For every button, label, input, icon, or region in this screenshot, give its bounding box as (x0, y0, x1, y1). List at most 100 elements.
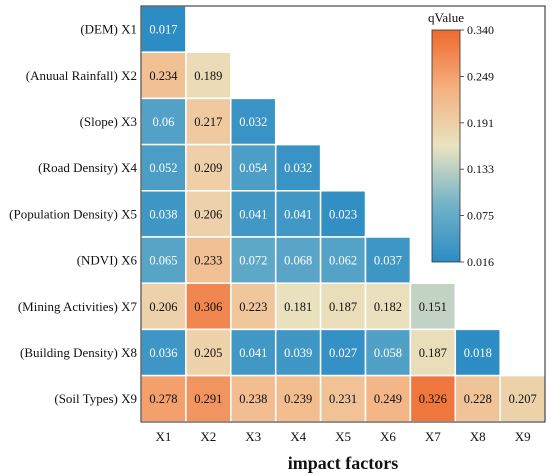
cell-value-label: 0.054 (239, 161, 268, 175)
cell-value-label: 0.278 (149, 392, 177, 406)
heatmap-cell (409, 328, 457, 377)
heatmap-cell (230, 374, 277, 423)
cell-value-label: 0.239 (284, 392, 312, 406)
cell-value-label: 0.291 (194, 392, 222, 406)
heatmap-cell (319, 236, 367, 284)
y-axis-labels: (DEM) X1 (Anuual Rainfall) X2 (Slope) X3 (R… (9, 22, 137, 407)
heatmap-cell (319, 190, 367, 238)
cell-value-label: 0.018 (464, 346, 492, 360)
cell-value-label: 0.234 (149, 69, 178, 83)
x-tick-label: X3 (245, 429, 261, 444)
cell-value-label: 0.032 (284, 161, 312, 175)
heatmap-cell (274, 143, 322, 192)
colorbar-tick-label: 0.075 (467, 209, 494, 223)
cell-value-label: 0.068 (284, 254, 312, 268)
y-tick-label: (Slope) X3 (80, 114, 137, 129)
colorbar-gradient (431, 29, 461, 263)
y-tick-label: (Mining Activities) X7 (18, 299, 138, 314)
y-tick-label: (DEM) X1 (80, 22, 137, 37)
cell-value-label: 0.205 (194, 346, 222, 360)
cell-value-label: 0.041 (239, 207, 267, 221)
cell-value-label: 0.182 (374, 300, 402, 314)
cell-value-label: 0.181 (284, 300, 312, 314)
cell-value-label: 0.228 (464, 392, 492, 406)
cell-value-label: 0.065 (149, 254, 177, 268)
cell-value-label: 0.038 (149, 207, 177, 221)
cell-value-label: 0.209 (194, 161, 222, 175)
y-tick-label: (Anuual Rainfall) X2 (26, 68, 137, 83)
cell-value-label: 0.223 (239, 300, 267, 314)
x-tick-label: X7 (425, 429, 441, 444)
cell-value-label: 0.187 (419, 346, 447, 360)
cell-value-label: 0.041 (239, 346, 267, 360)
x-tick-label: X2 (200, 429, 216, 444)
heatmap-cell (185, 143, 232, 192)
heatmap-cell (364, 236, 412, 284)
heatmap-cell (140, 143, 187, 192)
y-tick-label: (Population Density) X5 (9, 206, 137, 221)
colorbar-tick-label: 0.340 (467, 23, 494, 37)
cell-value-label: 0.249 (374, 392, 402, 406)
heatmap-cell (230, 236, 277, 284)
cell-value-label: 0.027 (329, 346, 357, 360)
cell-value-label: 0.206 (194, 207, 222, 221)
x-tick-label: X9 (515, 429, 531, 444)
heatmap-cell (140, 328, 187, 377)
x-tick-label: X5 (335, 429, 351, 444)
y-tick-label: (Soil Types) X9 (54, 391, 137, 406)
heatmap-cell (230, 97, 277, 146)
colorbar-tick-label: 0.133 (467, 162, 494, 176)
y-tick-label: (Road Density) X4 (38, 160, 137, 175)
cell-value-label: 0.189 (194, 69, 222, 83)
cell-value-label: 0.037 (374, 254, 402, 268)
heatmap-cell (499, 374, 546, 423)
x-tick-label: X1 (156, 429, 172, 444)
cell-value-label: 0.326 (419, 392, 447, 406)
cell-value-label: 0.062 (329, 254, 357, 268)
cell-value-label: 0.039 (284, 346, 312, 360)
heatmap-cell (230, 190, 277, 238)
x-axis-labels: X1 X2 X3 X4 X5 X6 X7 X8 X9 (156, 429, 531, 444)
cell-value-label: 0.017 (149, 23, 177, 37)
heatmap-cell (185, 51, 232, 100)
heatmap-cell (319, 374, 367, 423)
cell-value-label: 0.052 (149, 161, 177, 175)
heatmap-cell (409, 282, 457, 331)
heatmap-cell (454, 374, 501, 423)
colorbar-title: qValue (428, 10, 464, 25)
cell-value-label: 0.06 (153, 115, 175, 129)
x-tick-label: X6 (380, 429, 396, 444)
plot-frame (140, 5, 546, 423)
cell-value-label: 0.238 (239, 392, 267, 406)
heatmap-cell (364, 374, 412, 423)
heatmap-cell (185, 97, 232, 146)
colorbar-tick-label: 0.191 (467, 116, 494, 130)
colorbar-tick-label: 0.016 (467, 255, 494, 269)
cell-value-label: 0.036 (149, 346, 177, 360)
cell-value-label: 0.023 (329, 207, 357, 221)
cell-value-label: 0.072 (239, 254, 267, 268)
x-tick-label: X4 (290, 429, 306, 444)
heatmap-cell (319, 282, 367, 331)
colorbar: qValue 0.340 0.249 0.191 0.133 0.075 0.016 (428, 10, 494, 269)
colorbar-tick-label: 0.249 (467, 69, 494, 83)
heatmap-cell (274, 374, 322, 423)
cell-value-label: 0.151 (419, 300, 447, 314)
heatmap-cell (364, 282, 412, 331)
heatmap-cell (185, 236, 232, 284)
cell-value-label: 0.233 (194, 254, 222, 268)
heatmap-cell (140, 374, 187, 423)
cell-value-label: 0.207 (509, 392, 537, 406)
cell-value-label: 0.032 (239, 115, 267, 129)
x-tick-label: X8 (470, 429, 486, 444)
colorbar-ticks: 0.340 0.249 0.191 0.133 0.075 0.016 (460, 23, 494, 269)
cell-value-label: 0.217 (194, 115, 222, 129)
heatmap-cell (274, 236, 322, 284)
y-tick-label: (NDVI) X6 (77, 253, 138, 268)
cell-value-label: 0.041 (284, 207, 312, 221)
heatmap-cells: 0.017 0.234 0.189 0.06 0.217 0.032 0.052 0.209 0… (140, 5, 546, 423)
cell-value-label: 0.306 (194, 300, 222, 314)
cell-value-label: 0.058 (374, 346, 402, 360)
y-tick-label: (Building Density) X8 (20, 345, 137, 360)
